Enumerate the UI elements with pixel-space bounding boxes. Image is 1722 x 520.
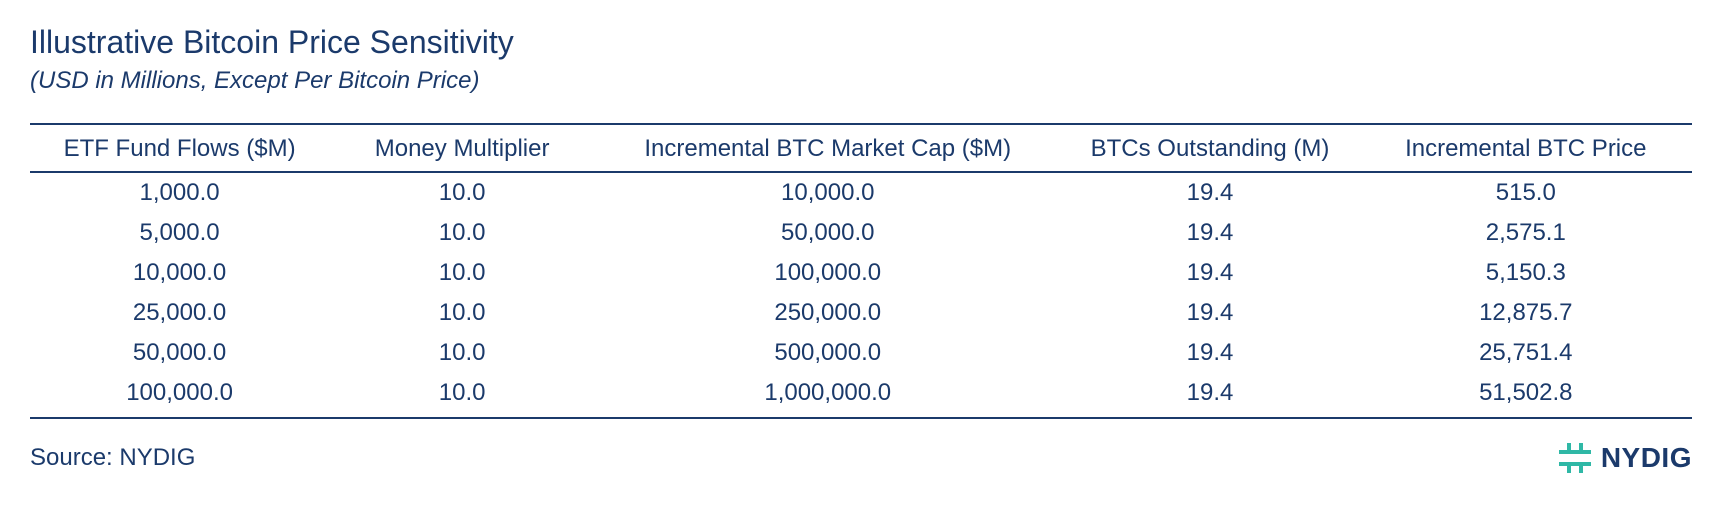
nydig-logo-text: NYDIG [1601, 442, 1692, 474]
table-header: Incremental BTC Price [1360, 124, 1692, 172]
table-cell: 5,150.3 [1360, 253, 1692, 293]
page-subtitle: (USD in Millions, Except Per Bitcoin Pri… [30, 67, 1692, 95]
table-cell: 250,000.0 [595, 293, 1060, 333]
table-cell: 50,000.0 [595, 213, 1060, 253]
table-cell: 10.0 [329, 213, 595, 253]
table-cell: 10.0 [329, 172, 595, 213]
table-cell: 19.4 [1060, 213, 1359, 253]
table-cell: 100,000.0 [595, 253, 1060, 293]
table-cell: 500,000.0 [595, 333, 1060, 373]
table-cell: 100,000.0 [30, 373, 329, 418]
table-cell: 10.0 [329, 253, 595, 293]
table-cell: 50,000.0 [30, 333, 329, 373]
footer: Source: NYDIG NYDIG [30, 441, 1692, 475]
table-row: 1,000.0 10.0 10,000.0 19.4 515.0 [30, 172, 1692, 213]
nydig-logo: NYDIG [1555, 441, 1692, 475]
table-cell: 5,000.0 [30, 213, 329, 253]
table-cell: 25,751.4 [1360, 333, 1692, 373]
table-header: Money Multiplier [329, 124, 595, 172]
table-cell: 19.4 [1060, 333, 1359, 373]
table-cell: 19.4 [1060, 373, 1359, 418]
table-cell: 51,502.8 [1360, 373, 1692, 418]
table-cell: 1,000,000.0 [595, 373, 1060, 418]
table-cell: 12,875.7 [1360, 293, 1692, 333]
table-row: 5,000.0 10.0 50,000.0 19.4 2,575.1 [30, 213, 1692, 253]
table-cell: 10.0 [329, 373, 595, 418]
table-cell: 25,000.0 [30, 293, 329, 333]
page-title: Illustrative Bitcoin Price Sensitivity [30, 24, 1692, 61]
table-cell: 1,000.0 [30, 172, 329, 213]
table-header: ETF Fund Flows ($M) [30, 124, 329, 172]
table-row: 10,000.0 10.0 100,000.0 19.4 5,150.3 [30, 253, 1692, 293]
table-header: BTCs Outstanding (M) [1060, 124, 1359, 172]
table-header: Incremental BTC Market Cap ($M) [595, 124, 1060, 172]
table-cell: 19.4 [1060, 172, 1359, 213]
table-header-row: ETF Fund Flows ($M) Money Multiplier Inc… [30, 124, 1692, 172]
table-cell: 10.0 [329, 333, 595, 373]
sensitivity-table: ETF Fund Flows ($M) Money Multiplier Inc… [30, 123, 1692, 419]
table-cell: 19.4 [1060, 253, 1359, 293]
table-row: 100,000.0 10.0 1,000,000.0 19.4 51,502.8 [30, 373, 1692, 418]
table-cell: 10.0 [329, 293, 595, 333]
table-cell: 515.0 [1360, 172, 1692, 213]
table-cell: 2,575.1 [1360, 213, 1692, 253]
table-row: 50,000.0 10.0 500,000.0 19.4 25,751.4 [30, 333, 1692, 373]
nydig-logo-icon [1555, 441, 1595, 475]
source-label: Source: NYDIG [30, 444, 195, 472]
table-row: 25,000.0 10.0 250,000.0 19.4 12,875.7 [30, 293, 1692, 333]
table-cell: 10,000.0 [30, 253, 329, 293]
table-cell: 10,000.0 [595, 172, 1060, 213]
table-cell: 19.4 [1060, 293, 1359, 333]
